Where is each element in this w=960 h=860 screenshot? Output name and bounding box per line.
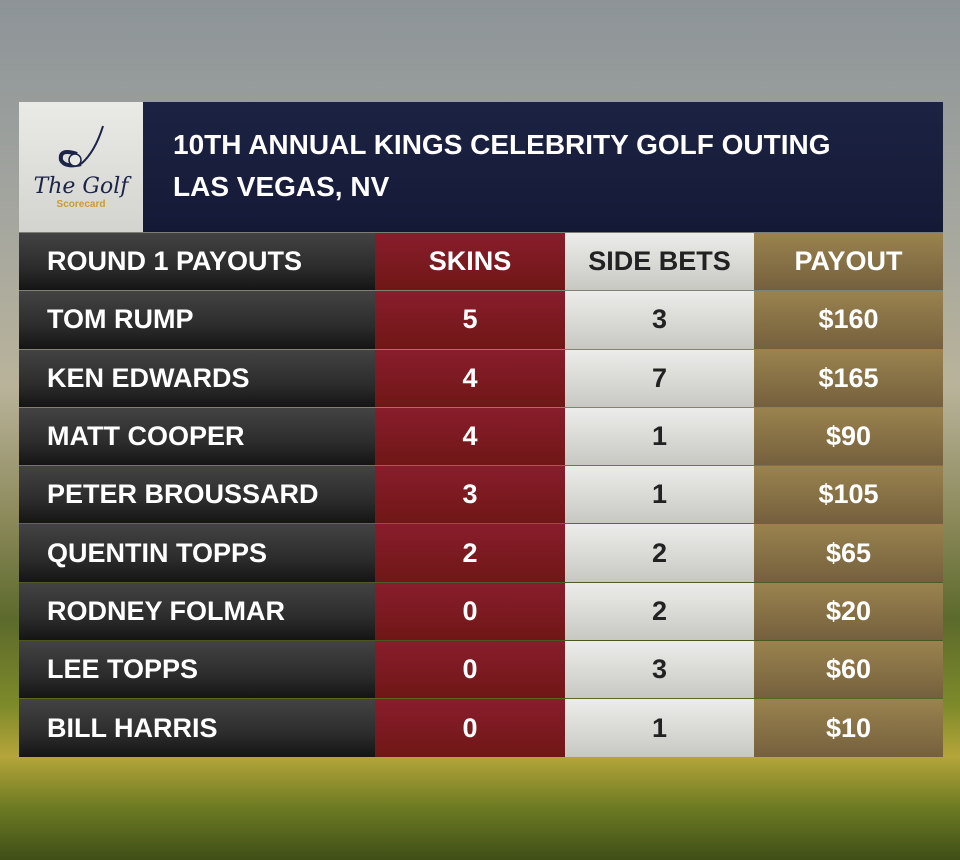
column-header-skins: SKINS [375, 233, 565, 291]
payout-value: $165 [754, 349, 943, 407]
side-bets-value: 3 [565, 641, 754, 699]
payout-value: $105 [754, 466, 943, 524]
table-row: RODNEY FOLMAR 0 2 $20 [19, 581, 943, 641]
player-name: PETER BROUSSARD [19, 466, 375, 524]
side-bets-value: 1 [565, 699, 754, 757]
skins-value: 2 [375, 524, 565, 582]
player-name: TOM RUMP [19, 291, 375, 349]
skins-value: 4 [375, 407, 565, 466]
payout-value: $90 [754, 407, 943, 466]
skins-value: 0 [375, 699, 565, 757]
column-header-payout: PAYOUT [754, 233, 943, 291]
column-header-row: ROUND 1 PAYOUTS SKINS SIDE BETS PAYOUT [19, 232, 943, 291]
event-title: 10TH ANNUAL KINGS CELEBRITY GOLF OUTING … [143, 102, 943, 232]
side-bets-value: 1 [565, 466, 754, 524]
player-name: RODNEY FOLMAR [19, 582, 375, 641]
table-row: QUENTIN TOPPS 2 2 $65 [19, 523, 943, 582]
player-name: QUENTIN TOPPS [19, 524, 375, 582]
table-row: MATT COOPER 4 1 $90 [19, 406, 943, 466]
player-name: BILL HARRIS [19, 699, 375, 757]
payout-value: $60 [754, 641, 943, 699]
side-bets-value: 1 [565, 407, 754, 466]
header: The Golf Scorecard 10TH ANNUAL KINGS CEL… [19, 102, 943, 232]
event-location: LAS VEGAS, NV [173, 171, 390, 202]
table-row: LEE TOPPS 0 3 $60 [19, 640, 943, 699]
side-bets-value: 2 [565, 582, 754, 641]
skins-value: 0 [375, 582, 565, 641]
column-header-side-bets: SIDE BETS [565, 233, 754, 291]
payout-value: $160 [754, 291, 943, 349]
player-name: KEN EDWARDS [19, 349, 375, 407]
skins-value: 0 [375, 641, 565, 699]
table-row: BILL HARRIS 0 1 $10 [19, 698, 943, 757]
golf-club-icon [58, 125, 104, 168]
side-bets-value: 2 [565, 524, 754, 582]
logo-subtitle: Scorecard [56, 199, 106, 210]
logo-title: The Golf [33, 174, 129, 199]
payout-value: $65 [754, 524, 943, 582]
player-name: LEE TOPPS [19, 641, 375, 699]
payout-value: $10 [754, 699, 943, 757]
side-bets-value: 3 [565, 291, 754, 349]
side-bets-value: 7 [565, 349, 754, 407]
table-row: TOM RUMP 5 3 $160 [19, 290, 943, 349]
table-row: KEN EDWARDS 4 7 $165 [19, 348, 943, 407]
skins-value: 3 [375, 466, 565, 524]
table-row: PETER BROUSSARD 3 1 $105 [19, 465, 943, 524]
player-name: MATT COOPER [19, 407, 375, 466]
event-name: 10TH ANNUAL KINGS CELEBRITY GOLF OUTING [173, 129, 831, 160]
skins-value: 4 [375, 349, 565, 407]
payout-value: $20 [754, 582, 943, 641]
logo: The Golf Scorecard [19, 102, 143, 232]
column-header-name: ROUND 1 PAYOUTS [19, 233, 375, 291]
payout-table: The Golf Scorecard 10TH ANNUAL KINGS CEL… [19, 102, 943, 757]
skins-value: 5 [375, 291, 565, 349]
